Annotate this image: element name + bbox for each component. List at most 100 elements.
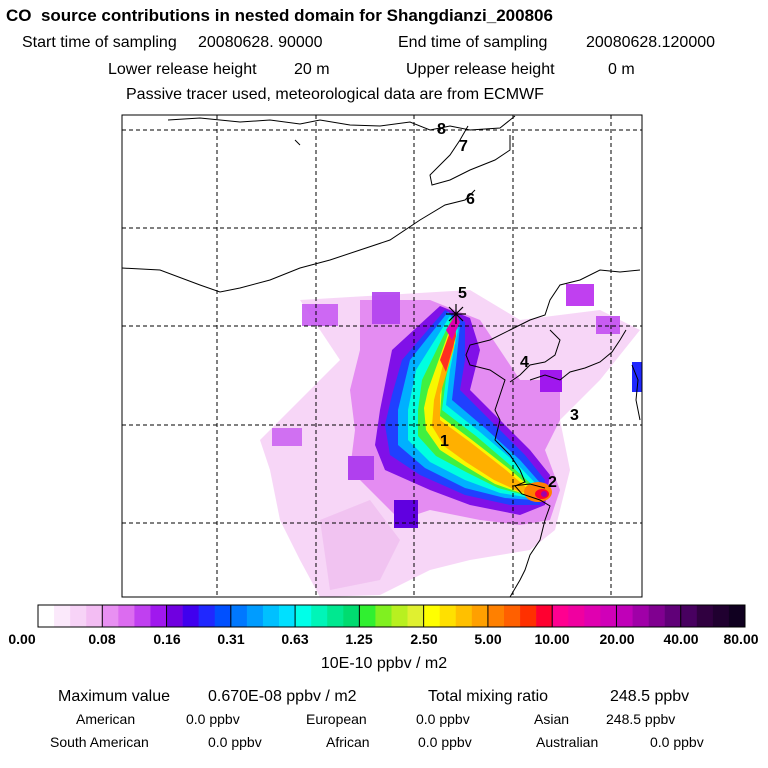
colorbar-cell [455,605,473,627]
colorbar-cell [38,605,55,627]
colorbar-cell [728,605,746,627]
purple-patch-h [540,370,562,392]
blue-patch-edge [632,362,642,392]
max-value: 0.670E-08 ppbv / m2 [208,688,357,705]
colorbar-cell [295,605,312,627]
colorbar-cell [70,605,87,627]
purple-patch-d [596,316,620,334]
region-name-american: American [76,711,136,727]
colorbar-cell [487,605,505,627]
region-name-south-american: South American [50,734,149,750]
purple-patch-b [372,292,400,324]
coastline-strait [294,139,301,146]
region-value-american: 0.0 ppbv [186,711,240,727]
colorbar-cell [552,605,569,627]
purple-patch-g [348,456,374,480]
colorbar-cell [230,605,248,627]
colorbar-cell [616,605,633,627]
colorbar-cell [311,605,328,627]
receptor-marker-icon [446,304,466,324]
colorbar-cell [648,605,665,627]
colorbar-cell [359,605,376,627]
colorbar-tick-8: 10.00 [534,631,570,647]
tracer-note: Passive tracer used, meteorological data… [126,86,544,103]
total-mixing-value: 248.5 ppbv [610,688,690,705]
colorbar-cell [536,605,553,627]
colorbar-tick-11: 80.00 [723,631,759,647]
colorbar-cell [118,605,135,627]
coastline-shandong [529,329,627,381]
colorbar-cell [391,605,408,627]
end-time-label: End time of sampling [398,34,548,51]
start-time-value: 20080628. 90000 [198,34,323,51]
region-label-6: 6 [466,191,475,208]
region-label-5: 5 [458,285,467,302]
map-frame [121,114,643,598]
coastline-estuary [511,483,546,489]
colorbar-cell [520,605,537,627]
colorbar-cell [712,605,730,627]
colorbar-cell [568,605,585,627]
colorbar-units: 10E-10 ppbv / m2 [320,655,448,672]
colorbar-cell [439,605,457,627]
start-time-label: Start time of sampling [22,34,177,51]
coastline-east [465,269,641,597]
colorbar-cell [584,605,601,627]
coastline-north [167,115,516,131]
colorbar-cell [54,605,71,627]
colorbar-cell [166,605,183,627]
figure-title: CO source contributions in nested domain… [6,6,553,25]
colorbar-cell [407,605,424,627]
region-value-asian: 248.5 ppbv [606,711,676,727]
region-label-8: 8 [437,121,446,138]
coastline-bay [509,329,561,383]
lower-height-label: Lower release height [108,61,257,78]
grid-lines [122,115,642,597]
region-name-australian: Australian [536,734,599,750]
region-name-european: European [306,711,367,727]
colorbar-cell [262,605,280,627]
colorbar-tick-2: 0.16 [153,631,181,647]
region-label-1: 1 [440,433,449,450]
colorbar-tick-6: 2.50 [410,631,438,647]
region-label-3: 3 [570,407,579,424]
purple-patch-a [302,304,338,326]
colorbar-cell [86,605,103,627]
region-value-australian: 0.0 ppbv [650,734,704,750]
region-value-african: 0.0 ppbv [418,734,472,750]
colorbar-cell [327,605,344,627]
region-label-7: 7 [459,138,468,155]
coastline-peninsula [429,125,511,186]
colorbar-cell [423,605,441,627]
colorbar-cell [471,605,489,627]
region-value-european: 0.0 ppbv [416,711,470,727]
colorbar-cell [503,605,521,627]
colorbar-cell [680,605,698,627]
colorbar-tick-1: 0.08 [88,631,116,647]
colorbar-cell [246,605,264,627]
colorbar-tick-9: 20.00 [599,631,635,647]
colorbar-cell [182,605,199,627]
coastline-korea [631,364,641,421]
colorbar-cell [279,605,296,627]
hotspot-2-core [541,491,547,497]
region-name-african: African [326,734,370,750]
colorbar-cell [696,605,714,627]
region-name-asian: Asian [534,711,570,727]
colorbar-tick-7: 5.00 [474,631,502,647]
region-label-2: 2 [548,474,557,491]
colorbar-cell [664,605,682,627]
colorbar-cell [632,605,649,627]
colorbar-tick-4: 0.63 [281,631,309,647]
purple-patch-c [566,284,594,306]
upper-height-value: 0 m [608,61,635,78]
colorbar-cell [102,605,119,627]
colorbar-tick-10: 40.00 [663,631,699,647]
plume-orange [432,322,534,494]
colorbar-cell [150,605,167,627]
colorbar-cell [343,605,360,627]
colorbar-tick-3: 0.31 [217,631,245,647]
colorbar [38,605,746,627]
end-time-value: 20080628.120000 [586,34,716,51]
